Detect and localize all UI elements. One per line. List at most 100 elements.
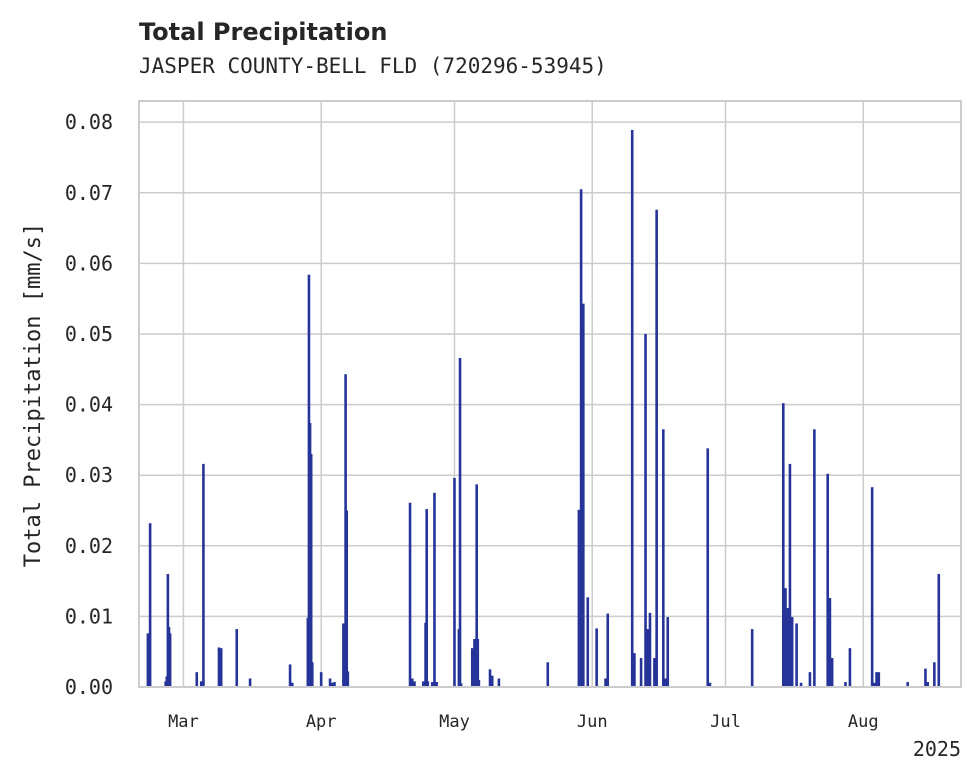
precipitation-bar (476, 638, 480, 687)
precipitation-bar (639, 658, 643, 687)
precipitation-bar (219, 648, 223, 687)
precipitation-bar (799, 682, 803, 687)
y-tick-label: 0.07 (65, 181, 113, 205)
precipitation-bar (655, 209, 658, 688)
precipitation-bar (459, 683, 463, 687)
precipitation-bar (664, 678, 667, 687)
x-tick-label: Jun (577, 712, 608, 732)
precipitation-bar (497, 678, 501, 687)
y-tick-label: 0.05 (65, 322, 113, 346)
precipitation-bar (830, 658, 834, 687)
precipitation-bar (488, 669, 492, 687)
precipitation-bar (290, 682, 294, 687)
precipitation-bar (648, 612, 652, 687)
precipitation-bar (828, 598, 832, 687)
precipitation-bar (288, 664, 292, 687)
precipitation-bar (426, 681, 430, 687)
precipitation-bar (202, 463, 205, 687)
precipitation-bar (873, 682, 876, 687)
y-axis-ticks: 0.00 0.01 0.02 0.03 0.04 0.05 0.06 0.07 0.08 (65, 110, 113, 699)
precipitation-bar (319, 672, 323, 687)
precipitation-bar (453, 478, 456, 687)
x-tick-label: Mar (168, 712, 199, 732)
precipitation-bar (653, 658, 656, 687)
precipitation-bar (790, 617, 794, 687)
precipitation-bar (813, 429, 816, 687)
precipitation-bar (633, 653, 636, 687)
precipitation-bar (422, 681, 425, 687)
y-tick-label: 0.03 (65, 463, 113, 487)
y-tick-label: 0.01 (65, 604, 113, 628)
precipitation-bar (408, 502, 412, 687)
precipitation-bar (844, 682, 847, 687)
x-tick-label: Aug (848, 712, 879, 732)
precipitation-bar (195, 672, 199, 687)
bar-series (146, 129, 941, 688)
precipitation-bar (477, 679, 481, 687)
precipitation-bar (646, 629, 650, 687)
precipitation-bar (937, 574, 941, 687)
precipitation-bar (490, 675, 494, 687)
precipitation-bar (425, 509, 428, 687)
precipitation-bar (333, 682, 336, 687)
precipitation-bar (870, 487, 874, 687)
precipitation-bar (926, 682, 929, 687)
precipitation-bar (582, 303, 585, 687)
x-tick-label: May (439, 712, 470, 732)
precipitation-bar (330, 682, 334, 687)
precipitation-bar (708, 682, 712, 687)
precipitation-bar (877, 672, 881, 687)
precipitation-bar (346, 671, 350, 687)
precipitation-bar (906, 682, 909, 687)
x-axis-ticks: Mar Apr May Jun Jul Aug (168, 712, 879, 732)
precipitation-bar (470, 648, 474, 687)
grid (139, 101, 961, 688)
precipitation-bar (826, 473, 829, 687)
precipitation-bar (458, 357, 462, 687)
y-tick-label: 0.06 (65, 251, 113, 275)
precipitation-bar (750, 629, 754, 687)
precipitation-bar (644, 333, 647, 687)
precipitation-bar (924, 668, 927, 687)
precipitation-bar (148, 523, 152, 687)
precipitation-bar (342, 623, 345, 687)
precipitation-bar (410, 678, 414, 687)
x-tick-label: Apr (306, 712, 337, 732)
precipitation-bar (473, 638, 476, 687)
precipitation-bar (146, 633, 150, 687)
precipitation-bar (706, 448, 710, 687)
precipitation-bar (933, 662, 936, 687)
precipitation-bar (848, 648, 852, 687)
y-tick-label: 0.08 (65, 110, 113, 134)
precipitation-bar (168, 633, 172, 687)
precipitation-bar (345, 510, 349, 687)
precipitation-bar (430, 682, 434, 687)
precipitation-bar (781, 403, 785, 687)
precipitation-bar (666, 617, 670, 687)
precipitation-bar (546, 662, 550, 687)
plot-frame (138, 100, 962, 688)
precipitation-bar (217, 647, 221, 687)
precipitation-bar (199, 681, 203, 687)
precipitation-bar (784, 588, 787, 687)
precipitation-bar (577, 509, 581, 687)
precipitation-bar (786, 607, 790, 687)
precipitation-bar (808, 672, 812, 687)
precipitation-bar (309, 454, 313, 687)
precipitation-bar (413, 681, 416, 687)
precipitation-bar (475, 484, 478, 687)
precipitation-bar (586, 597, 590, 687)
x-tick-label: Jul (710, 712, 741, 732)
precipitation-bar (606, 613, 610, 687)
y-axis-label: Total Precipitation [mm/s] (21, 223, 46, 567)
precipitation-bar (795, 623, 798, 687)
y-tick-label: 0.02 (65, 534, 113, 558)
precipitation-bar (630, 129, 634, 687)
year-label: 2025 (913, 737, 961, 761)
precipitation-bar (310, 662, 314, 687)
precipitation-bar (435, 682, 438, 687)
precipitation-bar (604, 678, 607, 687)
y-tick-label: 0.04 (65, 393, 113, 417)
precipitation-bar (788, 463, 792, 687)
